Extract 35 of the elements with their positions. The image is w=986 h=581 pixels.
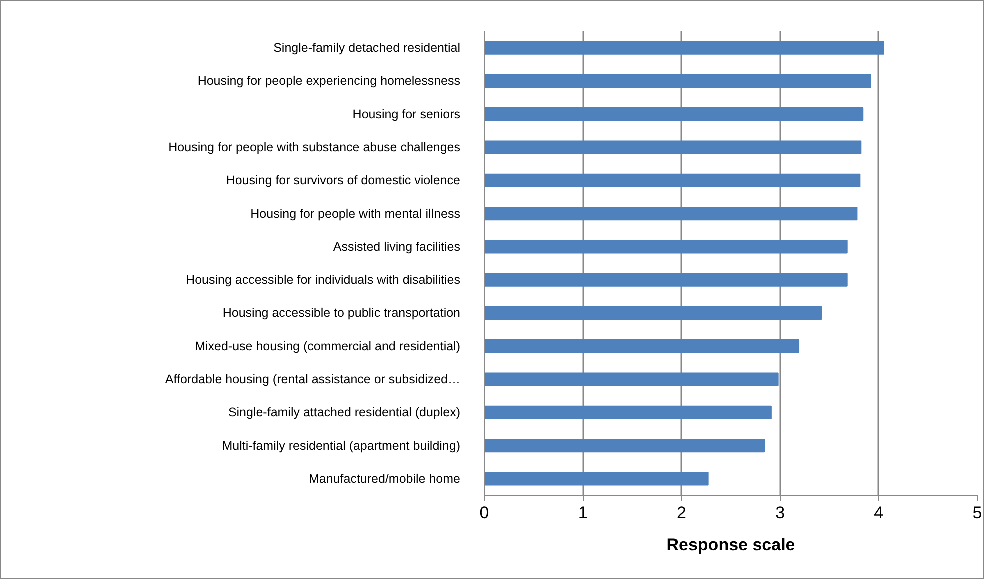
y-tick-label: Single-family attached residential (duplex): [228, 406, 460, 420]
bar: [484, 306, 822, 320]
y-tick-label: Housing accessible for individuals with disabilities: [186, 273, 461, 288]
x-tick-label: 2: [676, 504, 686, 522]
bar: [484, 174, 861, 188]
x-tick-label: 0: [480, 504, 490, 522]
y-tick-label: Multi-family residential (apartment building): [222, 438, 461, 453]
y-tick-label: Manufactured/mobile home: [309, 472, 461, 486]
x-tick-label: 4: [874, 504, 884, 522]
x-tick-label: 1: [578, 504, 588, 522]
bar: [484, 472, 709, 486]
y-tick-label: Housing for people experiencing homelessness: [198, 74, 461, 88]
x-axis-title: Response scale: [666, 536, 796, 554]
bar: [484, 206, 858, 221]
y-tick-label: Mixed-use housing (commercial and residential): [195, 339, 461, 354]
y-tick-label: Housing for survivors of domestic violence: [226, 174, 461, 188]
x-tick-label: 3: [776, 504, 786, 522]
bar: [484, 240, 848, 254]
y-tick-label: Housing for seniors: [352, 107, 461, 122]
y-tick-label: Affordable housing (rental assistance or subsidized…: [165, 372, 461, 386]
y-tick-label: Single-family detached residential: [274, 41, 461, 56]
y-tick-label: Assisted living facilities: [333, 240, 461, 254]
y-tick-label: Housing for people with mental illness: [250, 206, 461, 221]
bar: [484, 340, 800, 354]
bar: [484, 372, 779, 386]
bar: [484, 406, 772, 420]
y-tick-label: Housing for people with substance abuse challenges: [168, 140, 460, 154]
y-tick-label: Housing accessible to public transportation: [222, 306, 461, 320]
bar: [484, 273, 848, 287]
x-tick-label: 5: [972, 504, 982, 522]
bar: [484, 108, 864, 122]
bar: [484, 74, 872, 88]
bar: [484, 41, 884, 55]
bar: [484, 438, 766, 453]
bar: [484, 140, 862, 154]
